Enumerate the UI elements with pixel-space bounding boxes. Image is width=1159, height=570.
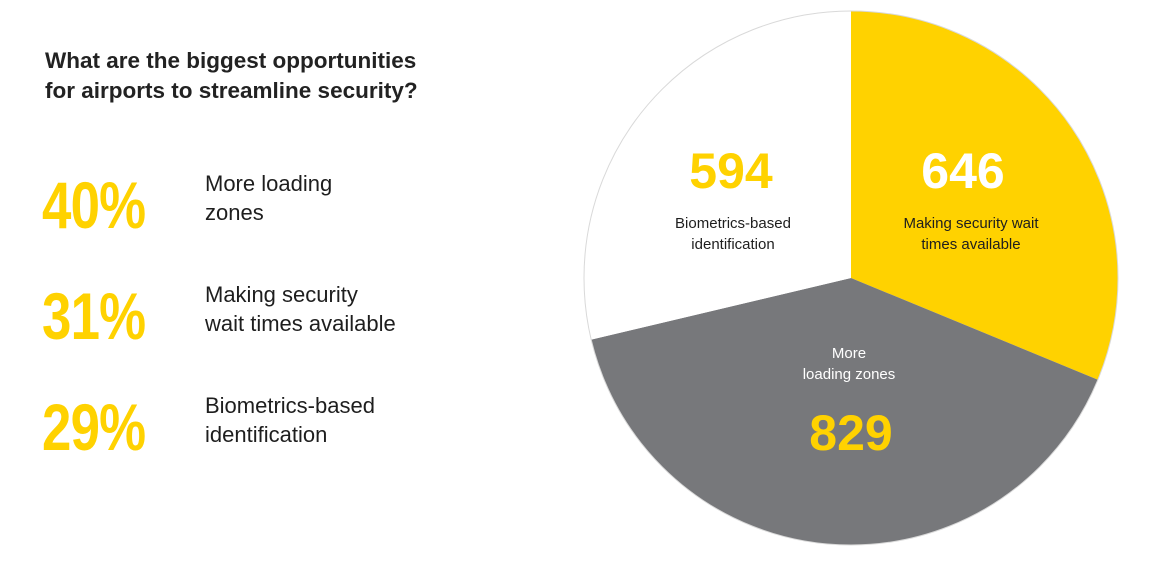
pie-slice-label: Making security wait — [903, 215, 1039, 232]
chart-title: What are the biggest opportunities for a… — [45, 46, 525, 106]
stat-security-wait-times: 31% Making security wait times available — [42, 276, 512, 356]
stat-percent: 29% — [42, 390, 146, 464]
pie-slices — [584, 11, 1118, 545]
chart-title-line-2: for airports to streamline security? — [45, 78, 418, 103]
pie-slice-label: identification — [691, 236, 774, 253]
chart-title-line-1: What are the biggest opportunities — [45, 48, 417, 73]
pie-slice-label: loading zones — [803, 366, 896, 383]
pie-labels: 646 Making security wait times available 82… — [675, 143, 1039, 461]
pie-slice-biometrics — [584, 11, 851, 340]
stat-label-line: Biometrics-based — [205, 393, 375, 418]
pie-slice-label: Biometrics-based — [675, 215, 791, 232]
stat-label-line: identification — [205, 422, 328, 447]
pie-outline — [583, 10, 1119, 546]
stat-percent: 31% — [42, 279, 146, 353]
stat-label-line: More loading — [205, 171, 333, 196]
stat-label: Biometrics-based identification — [205, 391, 375, 449]
pie-slice-security-wait-times — [851, 11, 1118, 380]
stat-loading-zones: 40% More loading zones — [42, 165, 512, 245]
stat-label: More loading zones — [205, 169, 332, 227]
pie-slice-value: 829 — [809, 405, 892, 461]
stat-label-line: zones — [205, 200, 264, 225]
stat-label-line: wait times available — [205, 311, 396, 336]
pie-slice-label: More — [832, 345, 866, 362]
pie-slice-value: 646 — [921, 143, 1004, 199]
stat-percent: 40% — [42, 168, 146, 242]
pie-slice-label: times available — [921, 236, 1020, 253]
stat-biometrics: 29% Biometrics-based identification — [42, 387, 512, 467]
stat-label: Making security wait times available — [205, 280, 396, 338]
pie-slice-value: 594 — [689, 143, 773, 199]
stat-label-line: Making security — [205, 282, 358, 307]
pie-slice-loading-zones — [591, 278, 1098, 545]
